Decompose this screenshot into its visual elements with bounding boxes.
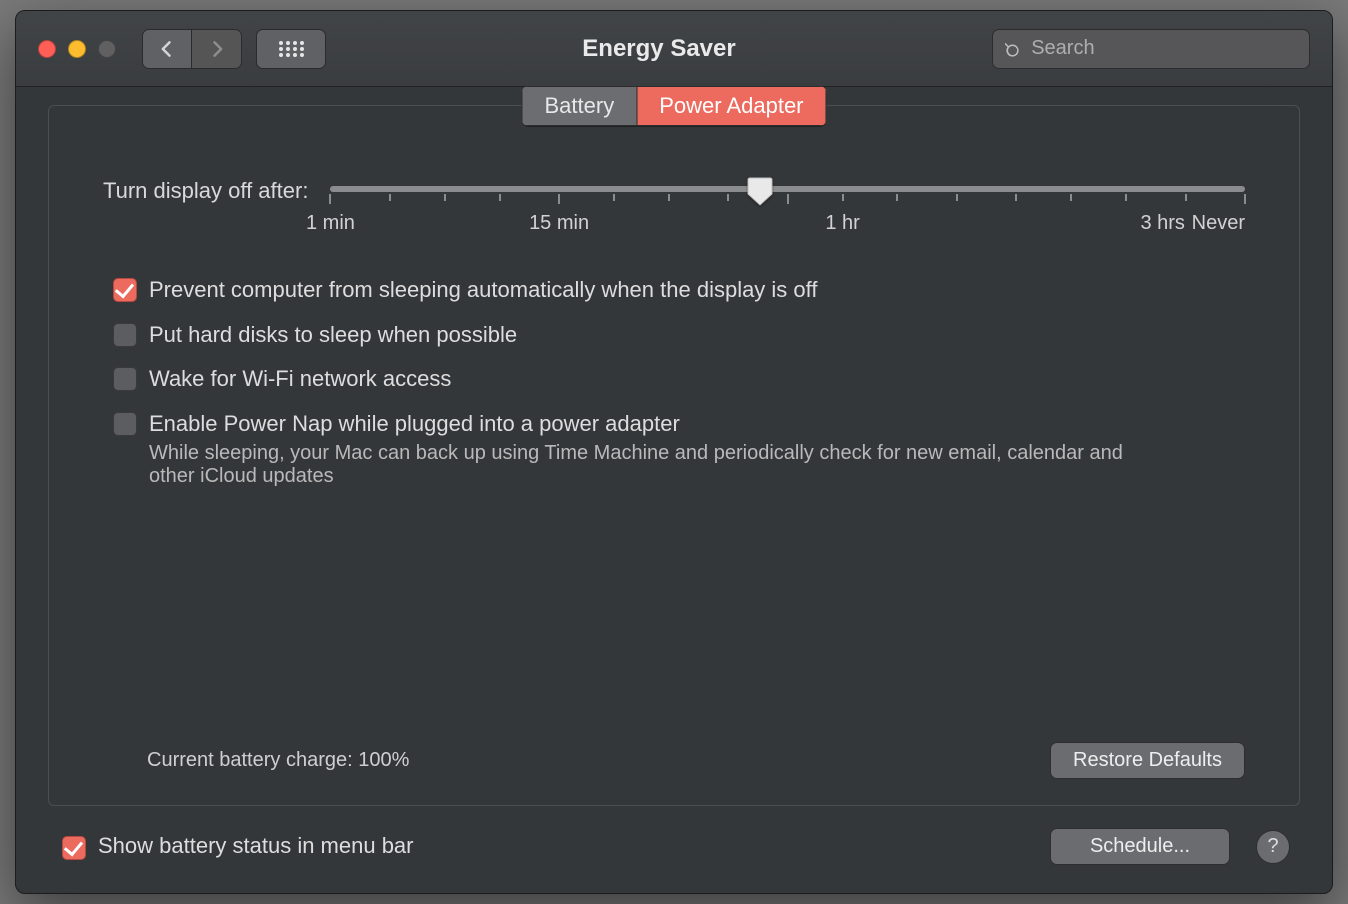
slider-tick: [727, 194, 729, 201]
slider-tick: [1185, 194, 1187, 201]
back-button[interactable]: [142, 29, 192, 69]
option-checkbox-3[interactable]: [113, 412, 137, 436]
nav-group: [142, 29, 242, 69]
window-title: Energy Saver: [340, 35, 978, 63]
slider-tick: [1070, 194, 1072, 201]
slider-tick: [787, 194, 789, 204]
option-text: Wake for Wi-Fi network access: [149, 365, 451, 394]
tab-battery[interactable]: Battery: [521, 86, 636, 126]
window-body: BatteryPower Adapter Turn display off af…: [16, 87, 1332, 893]
tab-power-adapter[interactable]: Power Adapter: [636, 86, 826, 126]
titlebar: Energy Saver: [16, 11, 1332, 87]
panel-footer: Current battery charge: 100% Restore Def…: [103, 732, 1245, 779]
option-text: Enable Power Nap while plugged into a po…: [149, 410, 1169, 489]
option-text: Prevent computer from sleeping automatic…: [149, 276, 818, 305]
search-icon: [1005, 39, 1023, 59]
slider-tick: [613, 194, 615, 201]
display-sleep-slider-row: Turn display off after: 1 min 15 min 1 hr 3…: [103, 176, 1245, 238]
option-label: Wake for Wi-Fi network access: [149, 365, 451, 394]
display-sleep-label: Turn display off after:: [103, 176, 308, 204]
option-sublabel: While sleeping, your Mac can back up usi…: [149, 442, 1169, 488]
option-checkbox-1[interactable]: [113, 323, 137, 347]
settings-panel: BatteryPower Adapter Turn display off af…: [48, 105, 1300, 806]
zoom-window-button: [98, 40, 116, 58]
search-input[interactable]: [1031, 37, 1297, 60]
slider-tick-label: 3 hrs: [1140, 212, 1184, 235]
bottom-row: Show battery status in menu bar Schedule…: [48, 806, 1300, 869]
search-field[interactable]: [992, 29, 1310, 69]
slider-tick: [1244, 194, 1246, 204]
options-list: Prevent computer from sleeping automatic…: [103, 276, 1245, 488]
slider-tick: [329, 194, 331, 204]
schedule-button[interactable]: Schedule...: [1050, 828, 1230, 865]
traffic-lights: [38, 40, 116, 58]
slider-tick-label: 1 min: [306, 212, 355, 235]
option-text: Put hard disks to sleep when possible: [149, 321, 517, 350]
energy-saver-window: Energy Saver BatteryPower Adapter Turn d…: [15, 10, 1333, 894]
forward-button: [192, 29, 242, 69]
option-label: Enable Power Nap while plugged into a po…: [149, 410, 1169, 439]
close-window-button[interactable]: [38, 40, 56, 58]
restore-defaults-button[interactable]: Restore Defaults: [1050, 742, 1245, 779]
slider-tick: [956, 194, 958, 201]
slider-tick: [389, 194, 391, 201]
option-checkbox-0[interactable]: [113, 278, 137, 302]
chevron-left-icon: [157, 39, 177, 59]
option-row: Prevent computer from sleeping automatic…: [113, 276, 1245, 305]
slider-tick: [1015, 194, 1017, 201]
chevron-right-icon: [207, 39, 227, 59]
grid-icon: [278, 40, 304, 58]
option-row: Wake for Wi-Fi network access: [113, 365, 1245, 394]
option-label: Prevent computer from sleeping automatic…: [149, 276, 818, 305]
slider-tick: [444, 194, 446, 201]
display-sleep-slider[interactable]: 1 min15 min1 hr3 hrsNever: [330, 176, 1245, 238]
option-row: Put hard disks to sleep when possible: [113, 321, 1245, 350]
slider-tick: [668, 194, 670, 201]
show-battery-menubar-checkbox[interactable]: [62, 836, 86, 860]
option-label: Put hard disks to sleep when possible: [149, 321, 517, 350]
slider-ticks: [330, 194, 1245, 208]
slider-tick: [499, 194, 501, 201]
slider-tick: [896, 194, 898, 201]
slider-tick-label: 1 hr: [825, 212, 859, 235]
option-row: Enable Power Nap while plugged into a po…: [113, 410, 1245, 489]
minimize-window-button[interactable]: [68, 40, 86, 58]
show-battery-menubar-label: Show battery status in menu bar: [98, 832, 414, 861]
help-button[interactable]: ?: [1256, 830, 1290, 864]
slider-tick-label: 15 min: [529, 212, 589, 235]
power-source-tabs: BatteryPower Adapter: [521, 86, 826, 126]
battery-charge-label: Current battery charge: 100%: [103, 749, 409, 772]
slider-tick: [842, 194, 844, 201]
show-all-button[interactable]: [256, 29, 326, 69]
slider-tick: [558, 194, 560, 204]
option-checkbox-2[interactable]: [113, 367, 137, 391]
slider-track: [330, 186, 1245, 192]
slider-tick-label: Never: [1192, 212, 1245, 235]
slider-tick-labels: 1 min15 min1 hr3 hrsNever: [330, 212, 1245, 238]
slider-tick: [1125, 194, 1127, 201]
